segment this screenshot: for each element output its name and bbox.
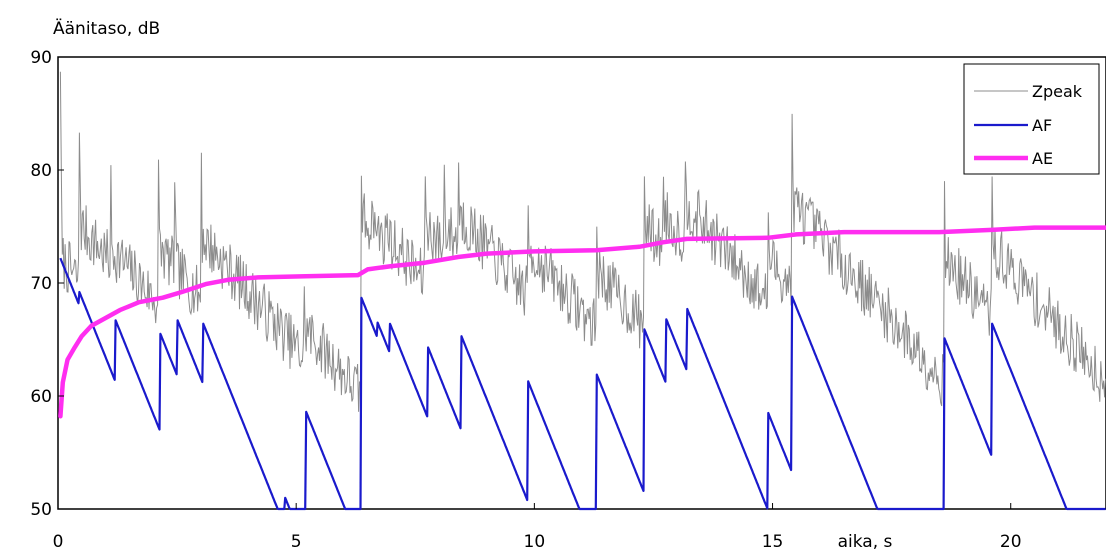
legend-label-zpeak: Zpeak bbox=[1032, 82, 1083, 101]
y-tick-label: 80 bbox=[30, 161, 52, 181]
y-axis: 90 80 70 60 50 bbox=[30, 48, 64, 520]
legend: Zpeak AF AE bbox=[963, 63, 1100, 175]
x-tick-label: 20 bbox=[1000, 532, 1022, 552]
y-axis-label: Äänitaso, dB bbox=[53, 18, 160, 39]
y-tick-label: 60 bbox=[30, 387, 52, 407]
series-zpeak-line bbox=[59, 71, 1106, 412]
x-axis: 0 5 10 15 20 bbox=[53, 503, 1022, 552]
y-tick-label: 90 bbox=[30, 48, 52, 68]
x-tick-label: 0 bbox=[53, 532, 64, 552]
y-tick-label: 70 bbox=[30, 274, 52, 294]
x-tick-label: 10 bbox=[524, 532, 546, 552]
series-ae-line bbox=[58, 225, 1106, 419]
x-tick-label: 15 bbox=[762, 532, 784, 552]
x-tick-label: 5 bbox=[291, 532, 302, 552]
legend-label-af: AF bbox=[1032, 116, 1052, 135]
legend-box bbox=[963, 63, 1100, 175]
x-axis-label: aika, s bbox=[838, 532, 893, 552]
series-layer bbox=[58, 71, 1106, 511]
legend-label-ae: AE bbox=[1032, 149, 1053, 168]
plot-area bbox=[57, 56, 1106, 511]
series-af-line bbox=[59, 257, 1106, 511]
y-tick-label: 50 bbox=[30, 500, 52, 520]
